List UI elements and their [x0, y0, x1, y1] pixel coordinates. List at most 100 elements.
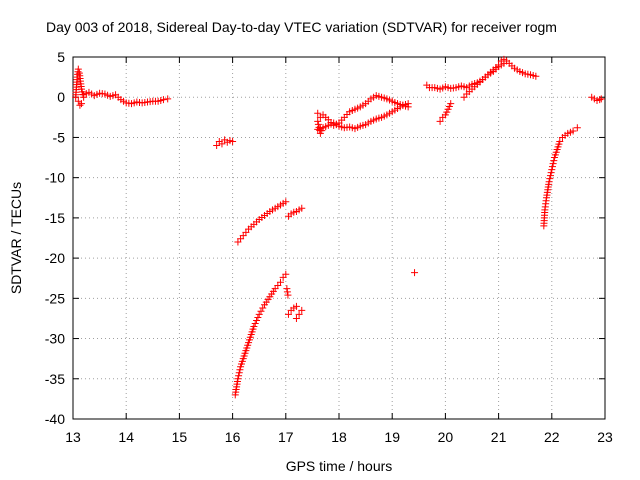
y-tick-label: -20	[45, 250, 65, 266]
data-point	[74, 65, 82, 73]
data-point	[314, 117, 322, 125]
data-point	[314, 120, 322, 128]
series-segment	[74, 97, 86, 109]
data-point	[545, 178, 553, 186]
series-segment	[284, 204, 306, 220]
data-point	[436, 117, 444, 125]
data-point	[298, 306, 306, 314]
data-point	[276, 278, 284, 286]
x-tick-label: 20	[438, 429, 454, 445]
y-tick-label: -40	[45, 411, 65, 427]
data-point	[218, 140, 226, 148]
data-point	[546, 172, 554, 180]
data-point	[292, 314, 300, 322]
data-point	[257, 307, 265, 315]
series-segment	[540, 124, 581, 230]
data-point	[250, 322, 258, 330]
data-point	[164, 95, 172, 103]
data-point	[298, 204, 306, 212]
y-axis-ticks: 5 0 -5 -10 -15 -20 -25 -30 -35 -40	[45, 49, 605, 427]
series-segment	[588, 93, 605, 104]
data-point	[319, 124, 327, 132]
x-tick-label: 13	[65, 429, 81, 445]
y-axis-label: SDTVAR / TECUs	[8, 182, 24, 294]
data-point	[548, 163, 556, 171]
data-point	[546, 175, 554, 183]
data-point	[254, 313, 262, 321]
x-tick-label: 17	[278, 429, 294, 445]
y-tick-label: -5	[53, 129, 66, 145]
y-tick-label: -15	[45, 210, 65, 226]
y-tick-label: 0	[57, 89, 65, 105]
x-axis-ticks: 13 14 15 16 17 18 19 20 21 22 23	[65, 57, 613, 445]
series-segment	[314, 117, 327, 137]
x-tick-label: 23	[597, 429, 613, 445]
series-segment	[72, 65, 88, 101]
data-point	[259, 304, 267, 312]
data-point	[253, 316, 261, 324]
data-points	[72, 55, 605, 399]
x-tick-label: 21	[491, 429, 507, 445]
x-tick-label: 22	[544, 429, 560, 445]
x-tick-label: 14	[118, 429, 134, 445]
chart-title: Day 003 of 2018, Sidereal Day-to-day VTE…	[46, 19, 557, 35]
y-tick-label: -25	[45, 290, 65, 306]
x-axis-label: GPS time / hours	[286, 458, 393, 474]
data-point	[292, 302, 300, 310]
y-tick-label: -10	[45, 170, 65, 186]
data-point	[213, 141, 221, 149]
data-point	[78, 100, 86, 108]
data-point	[255, 310, 263, 318]
x-tick-label: 18	[331, 429, 347, 445]
data-point	[597, 95, 605, 103]
series-segment	[460, 59, 508, 101]
data-point	[569, 127, 577, 135]
series-segment	[283, 285, 292, 299]
data-point	[295, 310, 303, 318]
data-point	[547, 169, 555, 177]
data-point	[500, 59, 508, 67]
data-point	[236, 366, 244, 374]
x-tick-label: 16	[225, 429, 241, 445]
data-point	[404, 100, 412, 108]
series-segment	[436, 100, 455, 125]
grid-lines	[73, 57, 605, 419]
data-point	[532, 72, 540, 80]
x-tick-label: 19	[384, 429, 400, 445]
series-segment	[231, 270, 290, 399]
y-tick-label: -35	[45, 371, 65, 387]
series-segment	[213, 136, 237, 149]
data-point	[550, 157, 558, 165]
data-point	[283, 285, 291, 293]
data-point	[234, 375, 242, 383]
data-point	[159, 96, 167, 104]
series-segment	[234, 198, 290, 246]
data-point	[596, 96, 604, 104]
data-point	[411, 269, 419, 277]
data-point	[283, 288, 291, 296]
data-point	[235, 369, 243, 377]
y-tick-label: 5	[57, 49, 65, 65]
y-tick-label: -30	[45, 331, 65, 347]
data-point	[284, 310, 292, 318]
data-point	[447, 100, 455, 108]
series-segment	[284, 302, 300, 318]
data-point	[573, 124, 581, 132]
series-segment	[292, 306, 306, 322]
data-point	[549, 160, 557, 168]
data-point	[284, 291, 292, 299]
series-segment	[80, 88, 172, 108]
data-point	[76, 101, 84, 109]
series-segment	[411, 269, 419, 277]
data-point	[548, 166, 556, 174]
data-point	[556, 137, 564, 145]
data-point	[282, 270, 290, 278]
data-point	[314, 109, 322, 117]
data-point	[251, 319, 259, 327]
series-segment	[423, 55, 540, 93]
data-point	[235, 372, 243, 380]
data-point	[229, 137, 237, 145]
x-tick-label: 15	[172, 429, 188, 445]
data-point	[282, 198, 290, 206]
